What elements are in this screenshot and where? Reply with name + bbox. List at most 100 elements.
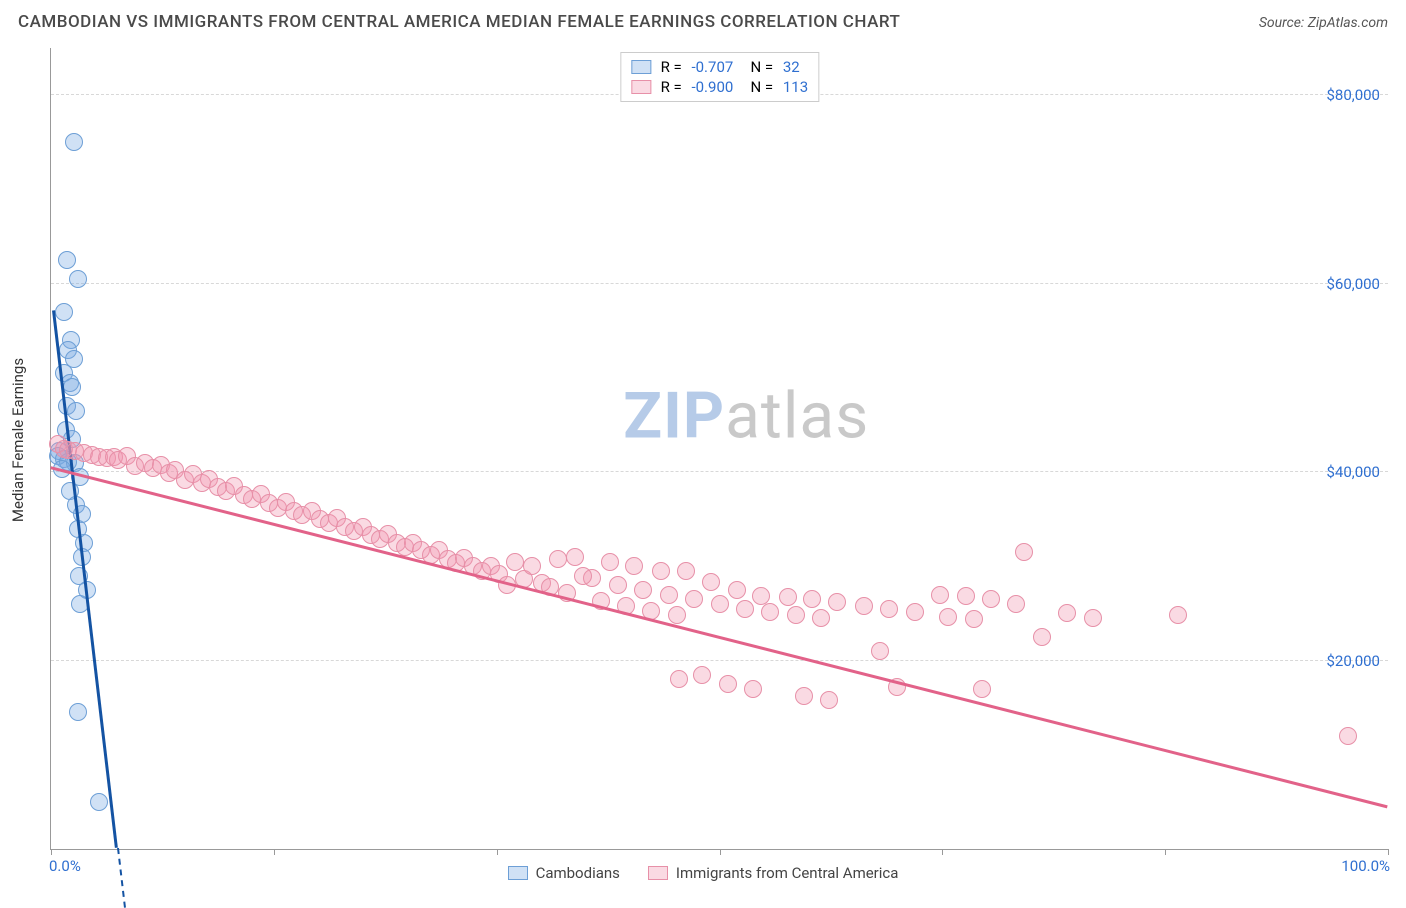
data-point — [685, 590, 703, 608]
data-point — [728, 581, 746, 599]
bottom-legend: Cambodians Immigrants from Central Ameri… — [0, 864, 1406, 882]
data-point — [803, 590, 821, 608]
legend-item-central-america: Immigrants from Central America — [648, 864, 899, 882]
data-point — [55, 303, 73, 321]
data-point — [670, 670, 688, 688]
data-point — [1015, 543, 1033, 561]
data-point — [973, 680, 991, 698]
swatch-icon — [631, 60, 651, 74]
xtick — [497, 849, 498, 855]
data-point — [1033, 628, 1051, 646]
data-point — [702, 573, 720, 591]
data-point — [1007, 595, 1025, 613]
r-value: -0.707 — [691, 58, 733, 76]
data-point — [652, 562, 670, 580]
chart-header: CAMBODIAN VS IMMIGRANTS FROM CENTRAL AME… — [0, 0, 1406, 38]
data-point — [906, 603, 924, 621]
data-point — [668, 606, 686, 624]
xtick — [1388, 849, 1389, 855]
data-point — [609, 576, 627, 594]
source-attribution: Source: ZipAtlas.com — [1259, 15, 1388, 31]
data-point — [1058, 604, 1076, 622]
source-name: ZipAtlas.com — [1308, 15, 1388, 31]
data-point — [506, 553, 524, 571]
ytick-label: $40,000 — [1326, 463, 1380, 481]
data-point — [523, 557, 541, 575]
data-point — [566, 548, 584, 566]
ytick-label: $20,000 — [1326, 652, 1380, 670]
swatch-cambodians — [508, 866, 528, 880]
data-point — [828, 593, 846, 611]
y-axis-label: Median Female Earnings — [9, 358, 27, 522]
data-point — [69, 270, 87, 288]
data-point — [69, 703, 87, 721]
correlation-legend: R = -0.707 N = 32 R = -0.900 N = 113 — [620, 52, 819, 102]
data-point — [736, 600, 754, 618]
ytick-label: $80,000 — [1326, 86, 1380, 104]
watermark-atlas: atlas — [725, 379, 869, 454]
data-point — [660, 586, 678, 604]
watermark: ZIPatlas — [623, 379, 869, 454]
data-point — [677, 562, 695, 580]
data-point — [634, 581, 652, 599]
r-label: R = — [657, 58, 686, 76]
correlation-row: R = -0.707 N = 32 — [631, 57, 808, 77]
watermark-zip: ZIP — [623, 379, 725, 454]
data-point — [67, 402, 85, 420]
r-value: -0.900 — [691, 78, 733, 96]
data-point — [549, 550, 567, 568]
xtick — [274, 849, 275, 855]
data-point — [965, 610, 983, 628]
n-value: 113 — [783, 78, 808, 96]
data-point — [761, 603, 779, 621]
correlation-row: R = -0.900 N = 113 — [631, 77, 808, 97]
n-label: N = — [739, 78, 777, 96]
xtick — [942, 849, 943, 855]
data-point — [820, 691, 838, 709]
data-point — [1339, 727, 1357, 745]
swatch-icon — [631, 80, 651, 94]
data-point — [625, 557, 643, 575]
legend-label-central-america: Immigrants from Central America — [676, 864, 899, 882]
data-point — [939, 608, 957, 626]
data-point — [787, 606, 805, 624]
legend-label-cambodians: Cambodians — [536, 864, 620, 882]
data-point — [601, 553, 619, 571]
n-value: 32 — [783, 58, 800, 76]
data-point — [1084, 609, 1102, 627]
trend-line — [53, 311, 118, 848]
data-point — [90, 793, 108, 811]
data-point — [63, 378, 81, 396]
data-point — [982, 590, 1000, 608]
data-point — [931, 586, 949, 604]
data-point — [574, 567, 592, 585]
chart-title: CAMBODIAN VS IMMIGRANTS FROM CENTRAL AME… — [18, 12, 900, 32]
data-point — [880, 600, 898, 618]
swatch-central-america — [648, 866, 668, 880]
ytick-label: $60,000 — [1326, 275, 1380, 293]
gridline — [51, 660, 1388, 661]
data-point — [855, 597, 873, 615]
xtick — [1165, 849, 1166, 855]
data-point — [1169, 606, 1187, 624]
data-point — [65, 133, 83, 151]
data-point — [957, 587, 975, 605]
data-point — [693, 666, 711, 684]
data-point — [871, 642, 889, 660]
plot-area: ZIPatlas $20,000$40,000$60,000$80,0000.0… — [50, 48, 1388, 850]
trend-line — [50, 466, 1388, 808]
data-point — [795, 687, 813, 705]
xtick — [720, 849, 721, 855]
legend-item-cambodians: Cambodians — [508, 864, 620, 882]
gridline — [51, 283, 1388, 284]
xtick — [51, 849, 52, 855]
r-label: R = — [657, 78, 686, 96]
data-point — [812, 609, 830, 627]
data-point — [744, 680, 762, 698]
data-point — [779, 588, 797, 606]
n-label: N = — [739, 58, 777, 76]
source-prefix: Source: — [1259, 15, 1308, 31]
data-point — [58, 251, 76, 269]
gridline — [51, 471, 1388, 472]
data-point — [719, 675, 737, 693]
